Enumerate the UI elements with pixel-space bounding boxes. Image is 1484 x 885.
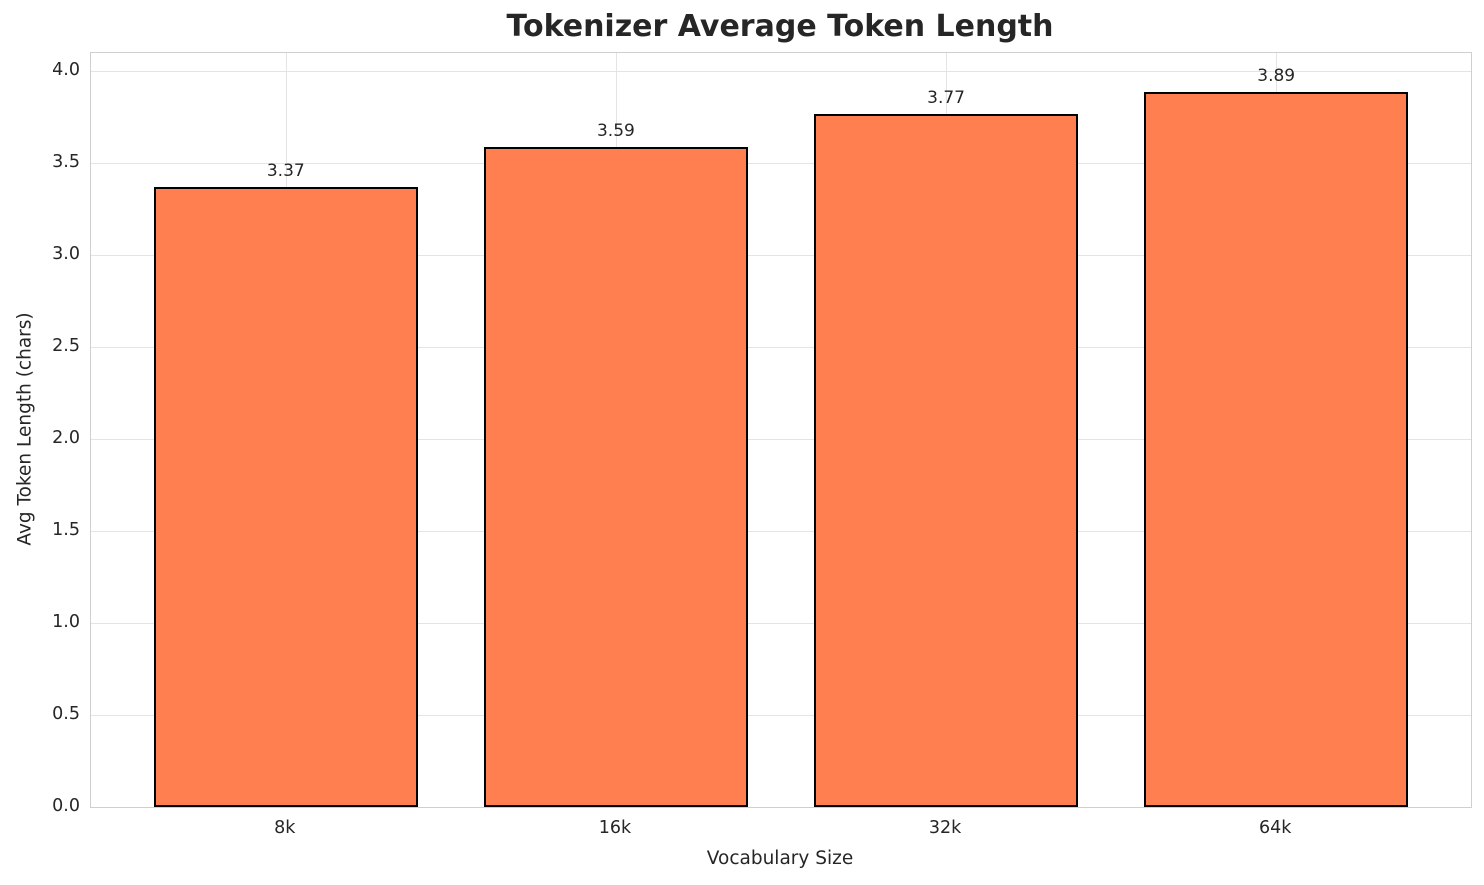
h-gridline bbox=[91, 623, 1471, 625]
bar-value-label: 3.89 bbox=[1257, 65, 1296, 86]
h-gridline bbox=[91, 531, 1471, 533]
y-tick-label: 0.5 bbox=[52, 704, 80, 725]
bar-64k bbox=[1144, 91, 1409, 807]
bar-value-label: 3.59 bbox=[596, 120, 635, 141]
y-tick-label: 3.0 bbox=[52, 244, 80, 265]
y-tick-label: 1.5 bbox=[52, 520, 80, 541]
h-gridline bbox=[91, 71, 1471, 73]
y-tick-label: 2.0 bbox=[52, 428, 80, 449]
bar-32k bbox=[814, 113, 1079, 807]
y-tick-label: 2.5 bbox=[52, 336, 80, 357]
bar-16k bbox=[483, 146, 748, 807]
x-tick-label: 8k bbox=[274, 818, 296, 838]
plot-area: 3.37 3.59 3.77 3.89 bbox=[90, 52, 1472, 808]
bar-value-label: 3.37 bbox=[266, 161, 305, 182]
h-gridline bbox=[91, 163, 1471, 165]
h-gridline bbox=[91, 439, 1471, 441]
y-tick-label: 0.0 bbox=[52, 796, 80, 816]
h-gridline bbox=[91, 715, 1471, 717]
bar-8k bbox=[153, 187, 418, 807]
x-axis-label: Vocabulary Size bbox=[706, 848, 854, 869]
x-tick-label: 64k bbox=[1259, 818, 1292, 838]
y-tick-label: 4.0 bbox=[52, 60, 80, 81]
x-tick-label: 32k bbox=[928, 818, 962, 838]
y-tick-label: 1.0 bbox=[52, 612, 80, 633]
h-gridline bbox=[91, 347, 1471, 349]
y-tick-label: 3.5 bbox=[52, 152, 80, 173]
bar-value-label: 3.77 bbox=[927, 87, 965, 108]
x-tick-label: 16k bbox=[598, 818, 632, 838]
chart-title: Tokenizer Average Token Length bbox=[506, 9, 1054, 44]
h-gridline bbox=[91, 255, 1471, 257]
